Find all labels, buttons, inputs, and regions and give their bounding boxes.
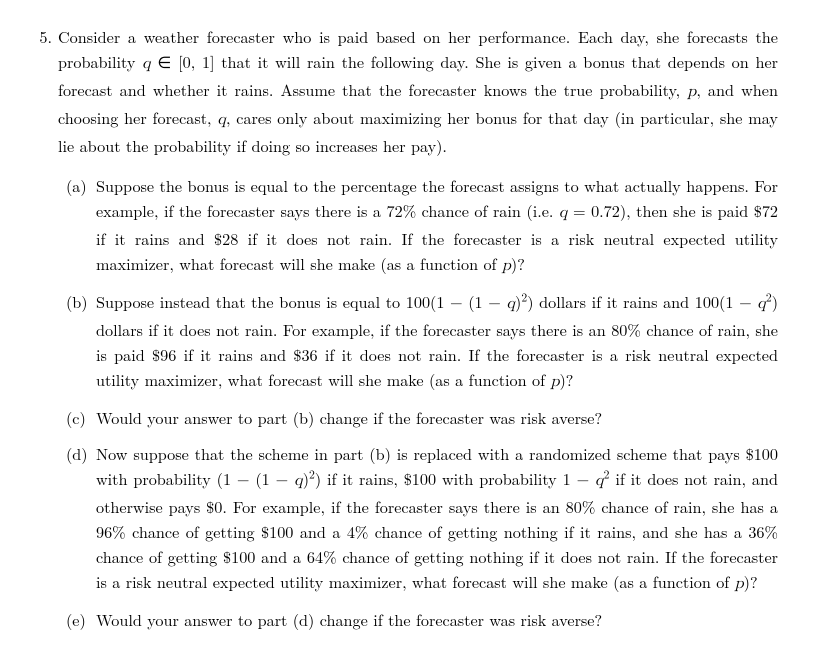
part-label: (b) <box>66 289 96 314</box>
part-c: (c) Would your answer to part (b) change… <box>66 405 778 430</box>
part-label: (d) <box>66 441 96 466</box>
part-body: Would your answer to part (d) change if … <box>96 607 778 632</box>
part-body: Suppose the bonus is equal to the percen… <box>96 173 778 279</box>
part-a: (a) Suppose the bonus is equal to the pe… <box>66 173 778 279</box>
part-label: (a) <box>66 173 96 198</box>
part-label: (c) <box>66 405 96 430</box>
parts-list: (a) Suppose the bonus is equal to the pe… <box>58 173 778 633</box>
problem-5: 5. Consider a weather forecaster who is … <box>24 24 778 632</box>
part-body: Suppose instead that the bonus is equal … <box>96 289 778 395</box>
part-d: (d) Now suppose that the scheme in part … <box>66 441 778 598</box>
problem-body: Consider a weather forecaster who is pai… <box>58 24 778 632</box>
part-e: (e) Would your answer to part (d) change… <box>66 607 778 632</box>
problem-number: 5. <box>24 24 58 49</box>
part-b: (b) Suppose instead that the bonus is eq… <box>66 289 778 395</box>
problem-intro: Consider a weather forecaster who is pai… <box>58 25 778 157</box>
part-body: Would your answer to part (b) change if … <box>96 405 778 430</box>
part-label: (e) <box>66 607 96 632</box>
part-body: Now suppose that the scheme in part (b) … <box>96 441 778 598</box>
